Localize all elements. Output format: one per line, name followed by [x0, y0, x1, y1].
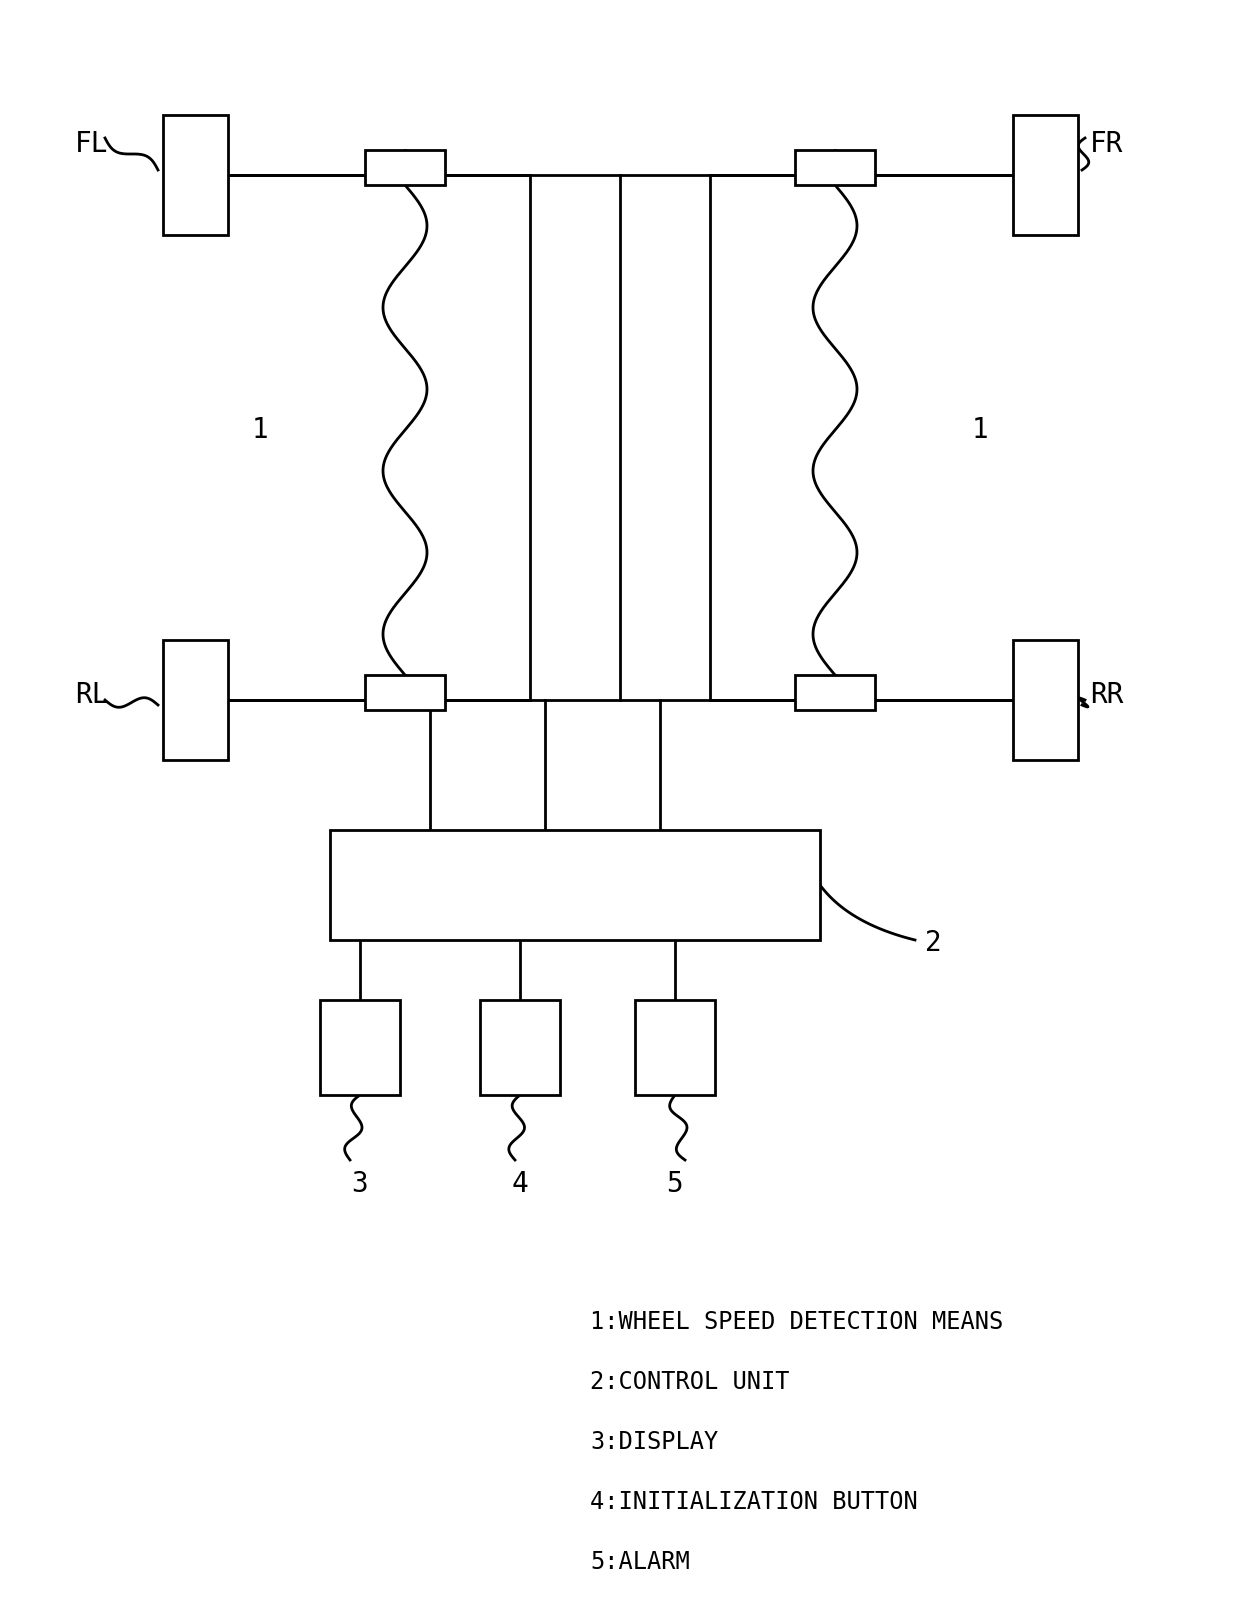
Bar: [795, 150, 875, 184]
Text: 1: 1: [972, 416, 988, 443]
Text: 5: 5: [667, 1170, 683, 1197]
Text: 1: 1: [252, 416, 268, 443]
Text: 3: 3: [352, 1170, 368, 1197]
Bar: [635, 1000, 715, 1095]
Bar: [330, 830, 820, 940]
Bar: [480, 1000, 560, 1095]
Bar: [1013, 641, 1078, 760]
Bar: [365, 675, 445, 710]
Bar: [162, 115, 228, 235]
Text: 2:CONTROL UNIT: 2:CONTROL UNIT: [590, 1370, 790, 1395]
Bar: [320, 1000, 401, 1095]
Text: RL: RL: [74, 681, 109, 709]
Text: FR: FR: [1090, 129, 1123, 159]
Bar: [365, 150, 445, 184]
Text: FL: FL: [74, 129, 109, 159]
Bar: [1013, 115, 1078, 235]
Bar: [162, 641, 228, 760]
Text: 4: 4: [512, 1170, 528, 1197]
Text: RR: RR: [1090, 681, 1123, 709]
Text: 5:ALARM: 5:ALARM: [590, 1550, 689, 1574]
Text: 3:DISPLAY: 3:DISPLAY: [590, 1430, 718, 1455]
Text: 4:INITIALIZATION BUTTON: 4:INITIALIZATION BUTTON: [590, 1490, 918, 1514]
Bar: [795, 675, 875, 710]
Text: 2: 2: [925, 929, 941, 956]
Text: 1:WHEEL SPEED DETECTION MEANS: 1:WHEEL SPEED DETECTION MEANS: [590, 1311, 1003, 1333]
